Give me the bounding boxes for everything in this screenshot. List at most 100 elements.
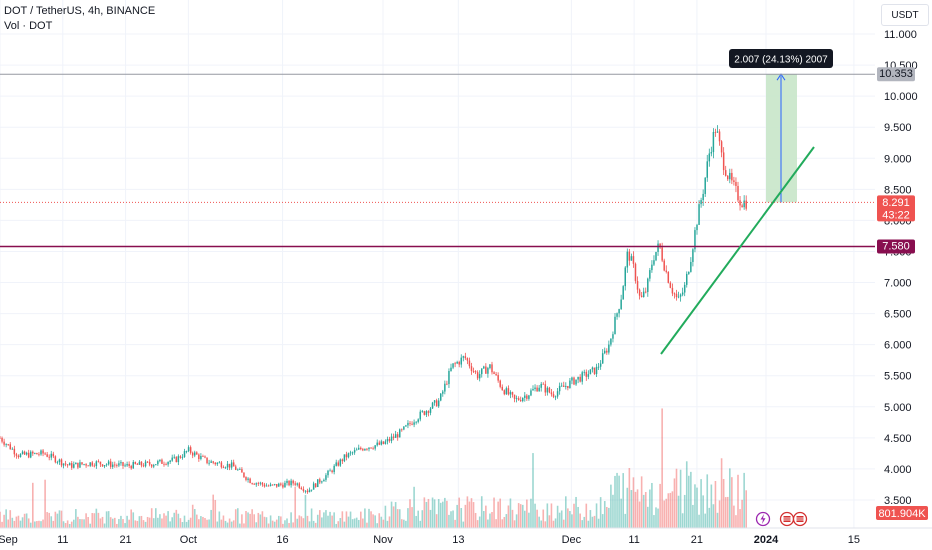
candle-body (645, 291, 647, 293)
candle-body (405, 425, 407, 427)
volume-bar (169, 521, 171, 528)
candle-body (38, 454, 40, 456)
volume-bar (17, 515, 20, 528)
candle-body (476, 372, 479, 379)
candle-body (731, 172, 733, 181)
candle-body (403, 426, 405, 430)
candle-body (116, 465, 118, 466)
event-icons (755, 511, 808, 527)
candle-body (737, 185, 739, 201)
volume-bar (333, 512, 335, 528)
candle-body (657, 243, 659, 252)
volume-bar (657, 508, 659, 528)
candle-body (606, 350, 608, 353)
volume-bar (25, 513, 28, 528)
candle-body (536, 387, 538, 392)
candle-body (157, 461, 159, 465)
candle-body (374, 445, 376, 449)
candle-body (259, 482, 262, 484)
candle-body (48, 456, 50, 458)
candle-body (208, 462, 210, 464)
candle-body (167, 461, 169, 465)
volume-bar (731, 477, 733, 528)
volume-bar (667, 493, 670, 528)
volume-bar (103, 523, 106, 528)
candle-body (550, 392, 553, 395)
volume-bar (187, 519, 190, 528)
volume-bar (573, 503, 575, 528)
candle-body (95, 461, 98, 467)
candle-body (321, 481, 323, 483)
candle-body (632, 256, 635, 264)
volume-bar (7, 519, 9, 528)
volume-bar (11, 517, 14, 528)
candle-body (50, 453, 52, 458)
candle-body (452, 363, 454, 368)
price-tick-label: 5.500 (884, 371, 912, 383)
volume-bar (290, 512, 292, 528)
candle-body (245, 477, 247, 480)
candle-body (32, 451, 34, 454)
volume-bar (722, 478, 725, 528)
volume-bar (565, 496, 567, 528)
candle-body (704, 177, 706, 194)
volume-bar (298, 515, 301, 528)
volume-bar (466, 496, 469, 528)
candle-body (306, 490, 309, 493)
volume-bar (261, 511, 264, 528)
volume-bar (284, 520, 286, 528)
volume-bar (437, 499, 440, 528)
volume-bar (585, 503, 588, 528)
candle-body (614, 316, 616, 335)
volume-bar (409, 499, 411, 528)
time-tick-label: 15 (848, 534, 860, 546)
volume-bars (0, 408, 747, 528)
volume-bar (200, 516, 202, 528)
volume-bar (726, 496, 729, 528)
volume-bar (612, 494, 614, 528)
candle-body (546, 387, 549, 393)
candle-body (288, 480, 290, 486)
candle-body (548, 387, 551, 393)
volume-bar (316, 514, 319, 528)
volume-bar (210, 509, 212, 528)
price-tick-label: 8.500 (884, 184, 912, 196)
currency-selector[interactable]: USDT (881, 4, 929, 26)
candle-body (292, 480, 294, 484)
candle-body (599, 363, 602, 367)
candle-body (509, 392, 512, 395)
candle-body (85, 464, 87, 466)
volume-bar (403, 519, 405, 528)
volume-bar (202, 516, 204, 528)
candle-body (597, 366, 600, 368)
measure-label-text: 2.007 (24.13%) 2007 (734, 55, 828, 66)
candle-body (1, 437, 3, 442)
volume-bar (429, 509, 432, 528)
candle-body (241, 469, 243, 473)
candle-body (686, 273, 688, 285)
candle-body (415, 421, 417, 423)
volume-bar (712, 504, 715, 528)
volume-bar (140, 515, 143, 528)
candle-body (153, 465, 155, 467)
candle-body (21, 451, 24, 454)
candle-body (380, 441, 383, 445)
candle-body (663, 260, 665, 271)
candle-body (189, 447, 192, 453)
candle-body (349, 452, 352, 454)
volume-bar (230, 521, 233, 528)
volume-bar (351, 519, 354, 528)
candle-body (280, 483, 282, 485)
candle-body (345, 454, 348, 458)
volume-indicator-label[interactable]: Vol · DOT (4, 20, 53, 32)
volume-bar (275, 519, 278, 528)
candle-body (0, 437, 1, 439)
candle-body (567, 385, 569, 389)
candle-body (257, 483, 260, 485)
volume-bar (634, 491, 637, 528)
symbol-title[interactable]: DOT / TetherUS, 4h, BINANCE (4, 5, 156, 17)
candle-body (294, 483, 296, 485)
volume-bar (558, 512, 561, 528)
